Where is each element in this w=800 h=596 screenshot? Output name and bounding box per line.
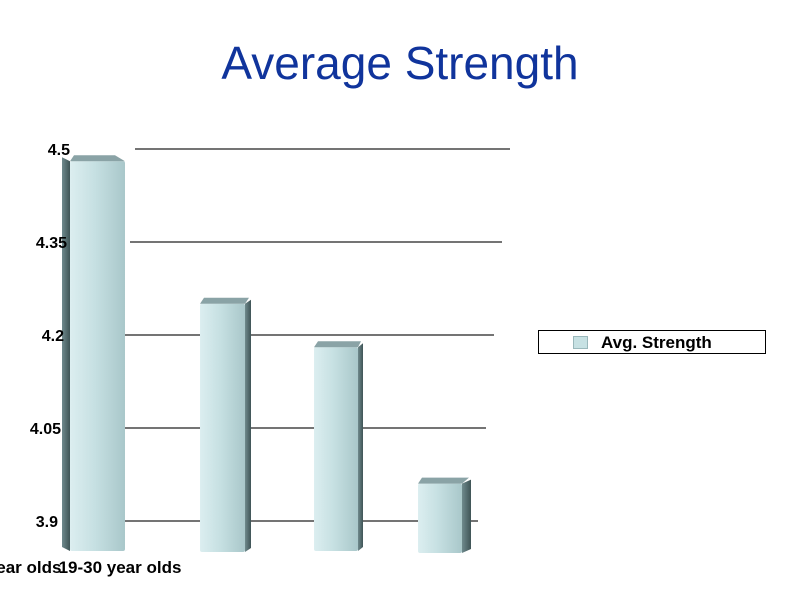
bar-top [70,155,125,162]
bar [314,341,363,551]
bar-front [200,303,245,552]
y-tick-label: 4.2 [42,328,64,345]
legend-label: Avg. Strength [601,333,712,352]
bar-side [245,299,251,552]
bar-front [418,483,462,553]
chart-title: Average Strength [221,37,579,89]
x-category-label: 40-50 year olds [0,558,61,577]
y-tick-label: 4.35 [36,235,67,252]
bar [418,477,471,553]
bar-front [70,161,125,551]
legend: Avg. Strength [538,330,766,354]
bar-top [200,297,249,304]
bar-top [418,477,469,484]
y-tick-label: 4.5 [48,142,70,159]
y-tick-label: 4.05 [30,421,61,438]
bar-side [62,157,70,551]
bar-side [358,343,363,551]
bar [200,297,251,552]
legend-swatch [573,336,588,349]
bar-front [314,347,358,551]
bar-top [314,341,361,348]
y-tick-label: 3.9 [36,514,58,531]
x-category-label: 19-30 year olds [59,558,182,577]
bar-side [462,479,471,553]
bar [62,155,125,551]
